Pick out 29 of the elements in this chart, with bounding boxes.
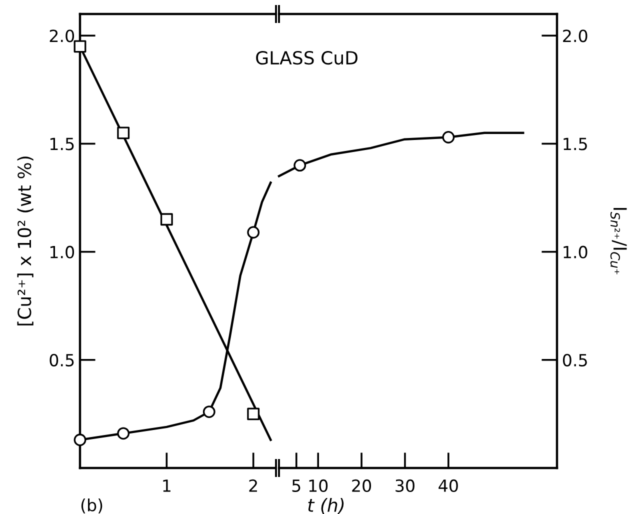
x-tick-label: 2 bbox=[249, 479, 257, 492]
point bbox=[202, 406, 216, 418]
y-tick-label: 1.0 bbox=[50, 246, 74, 258]
annotation: GLASS CuD bbox=[256, 50, 358, 65]
x-tick-label: 30 bbox=[396, 479, 414, 492]
point bbox=[74, 40, 86, 53]
point bbox=[117, 427, 130, 440]
x-tick-label: 1 bbox=[163, 480, 170, 492]
point bbox=[160, 213, 173, 226]
x-axis-title: t (h) bbox=[308, 498, 344, 514]
point bbox=[247, 408, 260, 420]
line-series bbox=[278, 132, 524, 178]
text: (b) bbox=[81, 498, 102, 514]
point bbox=[247, 226, 260, 239]
y2-tick-label: 0.5 bbox=[562, 354, 587, 366]
x-tick-label: 10 bbox=[309, 479, 328, 492]
x-tick-label: 5 bbox=[292, 480, 300, 492]
y-tick-label: 2.0 bbox=[50, 30, 74, 42]
y2-tick-label: 1.5 bbox=[564, 138, 587, 150]
y-axis-title: [Cu²⁺] x 10² (wt %) bbox=[17, 156, 34, 326]
y-tick-label: 0.5 bbox=[50, 354, 74, 366]
y2-tick-label: 1.0 bbox=[564, 246, 588, 258]
point bbox=[74, 434, 86, 446]
x-tick-label: 20 bbox=[352, 479, 372, 492]
point bbox=[117, 126, 130, 140]
x-tick-label: 40 bbox=[438, 479, 458, 492]
y-tick-label: 1.5 bbox=[50, 138, 74, 150]
y2-axis-title: I$_{Sn²⁺}$/I$_{Cu⁺}$ bbox=[610, 208, 627, 274]
y2-tick-label: 2.0 bbox=[563, 30, 588, 42]
